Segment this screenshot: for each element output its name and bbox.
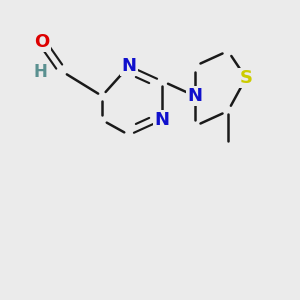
Text: S: S <box>239 69 253 87</box>
Text: H: H <box>34 63 47 81</box>
Text: N: N <box>122 57 136 75</box>
Text: N: N <box>188 87 202 105</box>
Text: O: O <box>34 33 50 51</box>
Text: N: N <box>154 111 169 129</box>
